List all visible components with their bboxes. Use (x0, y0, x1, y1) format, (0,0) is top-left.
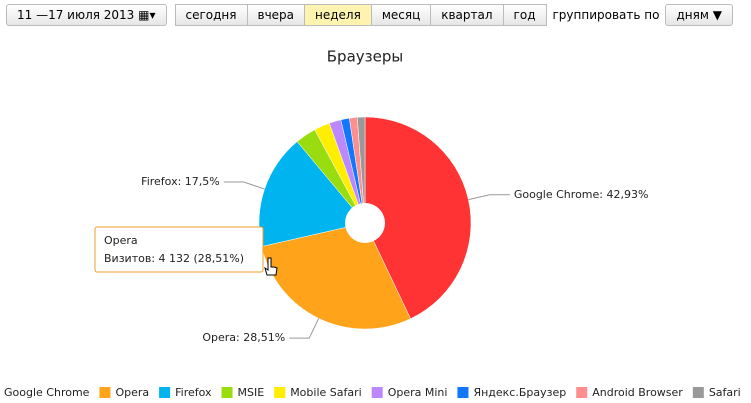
legend-swatch (159, 387, 171, 398)
leader-line (289, 318, 320, 339)
group-label: группировать по (552, 8, 660, 22)
tooltip-box (94, 226, 264, 273)
legend-swatch (221, 387, 233, 398)
group-value: дням (676, 8, 709, 22)
legend-swatch (692, 387, 704, 398)
tooltip-text: Визитов: 4 132 (28,51%) (104, 252, 244, 265)
donut-hole (345, 203, 385, 243)
cursor (264, 257, 278, 276)
legend-swatch (371, 387, 383, 398)
period-button[interactable]: сегодня (174, 4, 247, 26)
legend-swatch (457, 387, 469, 398)
toolbar: 11 —17 июля 2013 ▦▾ сегодня вчера неделя ме… (6, 4, 733, 26)
data-label: Google Chrome: 42,93% (514, 188, 649, 201)
date-range: 11 —17 июля 2013 (17, 8, 135, 22)
period-button[interactable]: год (502, 4, 547, 26)
data-label: Firefox: 17,5% (141, 175, 220, 188)
group-select[interactable]: дням ▼ (665, 4, 733, 26)
period-button[interactable]: неделя (304, 4, 371, 26)
pie-slice (364, 116, 472, 320)
period-group: сегодня вчера неделя месяц квартал год (174, 4, 547, 26)
legend-label: Opera (115, 386, 149, 399)
date-picker[interactable]: 11 —17 июля 2013 ▦▾ (6, 4, 167, 26)
legend-label: Firefox (175, 386, 212, 399)
chart-title: Браузеры (327, 48, 403, 66)
legend-label: Safari (709, 386, 741, 399)
leader-line (223, 181, 265, 190)
legend-label: Mobile Safari (290, 386, 362, 399)
period-button[interactable]: месяц (370, 4, 431, 26)
period-button[interactable]: вчера (246, 4, 305, 26)
legend-swatch (576, 387, 588, 398)
data-label: Opera: 28,51% (202, 331, 285, 344)
legend-swatch (99, 387, 111, 398)
pie-slice (357, 116, 366, 224)
legend-label: Android Browser (592, 386, 683, 399)
legend-swatch (274, 387, 286, 398)
legend-label: MSIE (238, 386, 265, 399)
legend-label: Яндекс.Браузер (473, 386, 566, 399)
leader-line (468, 194, 510, 201)
legend-label: Google Chrome (4, 386, 90, 399)
tooltip-title: Opera (104, 234, 138, 247)
legend-label: Opera Mini (388, 386, 448, 399)
period-button[interactable]: квартал (430, 4, 503, 26)
